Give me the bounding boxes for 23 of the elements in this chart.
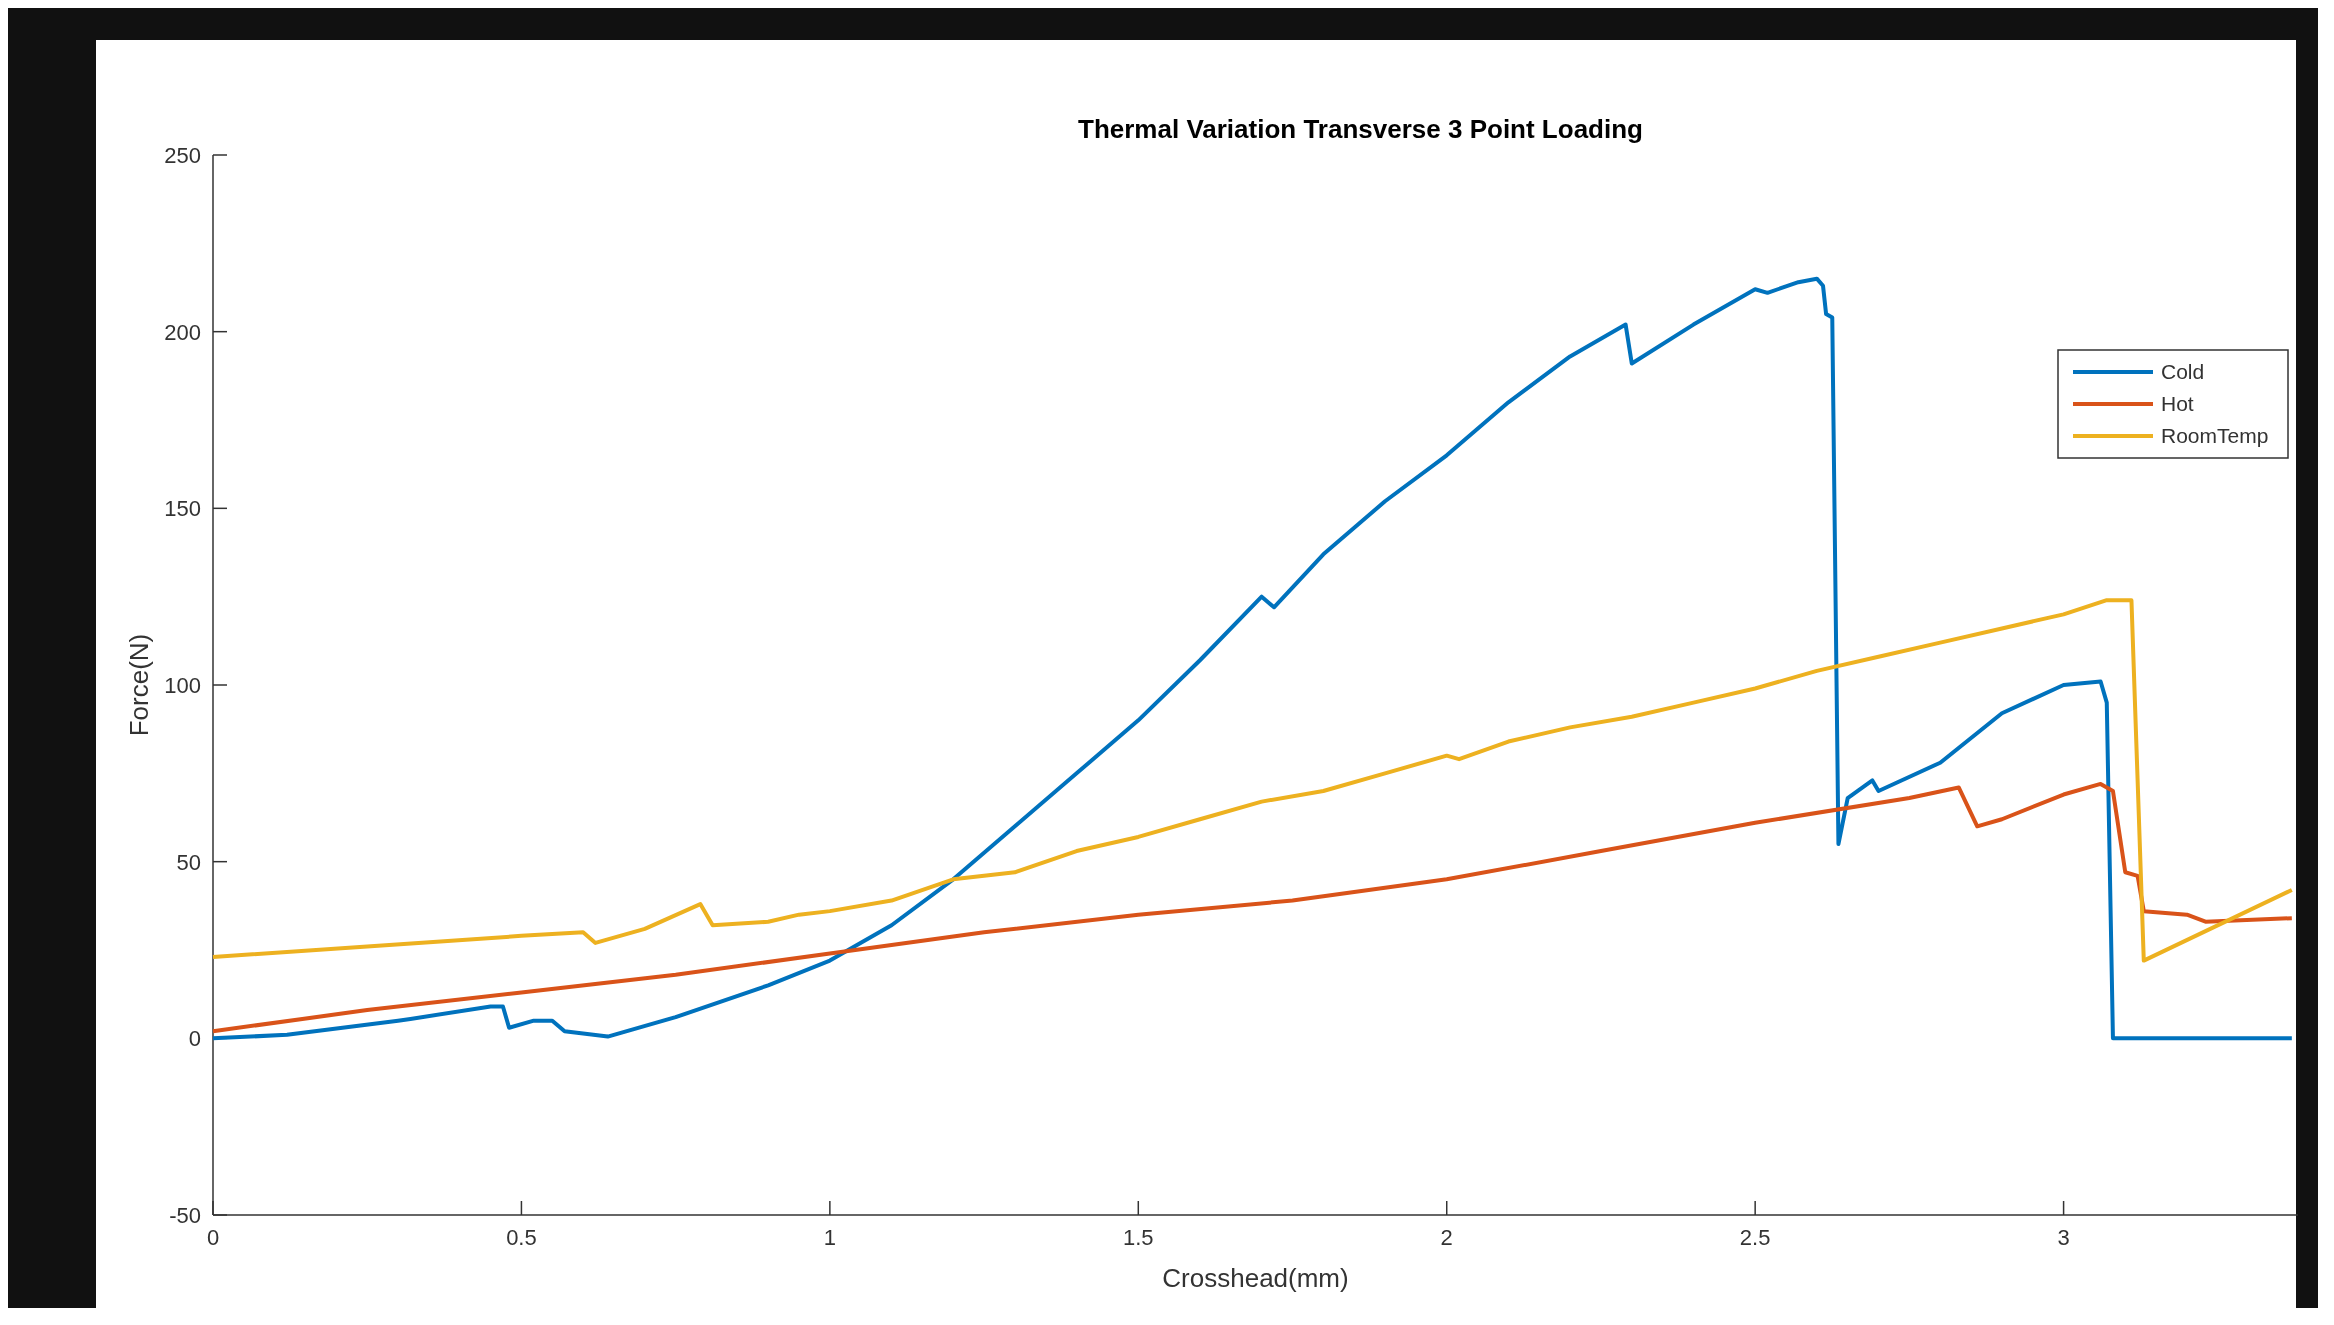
legend-label: Cold xyxy=(2161,360,2205,383)
legend-label: Hot xyxy=(2161,392,2194,415)
x-tick-label: 2 xyxy=(1440,1225,1453,1250)
y-tick-label: 0 xyxy=(188,1026,201,1052)
line-series xyxy=(211,598,2294,963)
x-tick-label: 0.5 xyxy=(506,1225,537,1250)
y-tick-label: 100 xyxy=(164,673,201,698)
x-tick-label: 2.5 xyxy=(1739,1225,1771,1250)
legend-label: RoomTemp xyxy=(2161,424,2269,447)
y-tick-label: 200 xyxy=(164,319,201,345)
x-tick-label: 1 xyxy=(823,1225,836,1250)
chart-title: Thermal Variation Transverse 3 Point Loading xyxy=(1078,114,1643,144)
line-series xyxy=(211,781,2294,1034)
x-tick-label: 1.5 xyxy=(1123,1225,1154,1250)
y-tick-label: 50 xyxy=(176,849,201,875)
line-series xyxy=(211,276,2294,1041)
y-tick-label: 250 xyxy=(164,143,201,168)
x-tick-label: 0 xyxy=(206,1225,220,1250)
y-axis-title: Force(N) xyxy=(124,633,154,737)
y-tick-label: -50 xyxy=(169,1203,201,1228)
x-axis-title: Crosshead(mm) xyxy=(1162,1263,1349,1293)
y-tick-label: 150 xyxy=(164,496,201,522)
x-tick-label: 3 xyxy=(2057,1225,2070,1250)
